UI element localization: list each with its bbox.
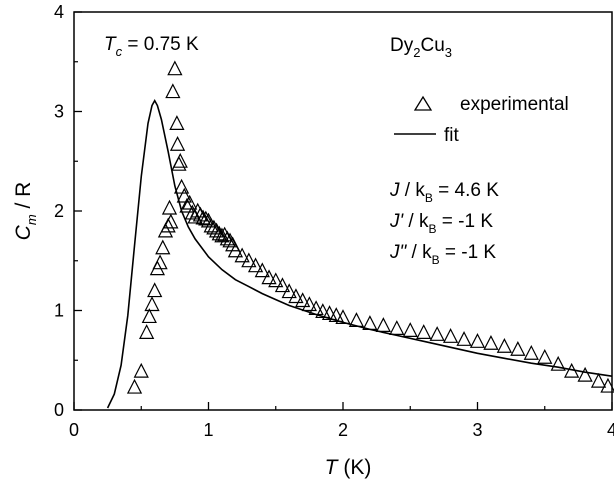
experimental-point — [335, 309, 351, 325]
experimental-point — [203, 217, 219, 233]
param-j: J / kB = 4.6 K — [389, 180, 499, 205]
experimental-point — [192, 206, 209, 222]
fit-series — [106, 98, 613, 409]
experimental-point — [295, 292, 311, 308]
experimental-series — [126, 60, 614, 394]
experimental-point — [208, 222, 225, 238]
legend-experimental-label: experimental — [460, 94, 569, 115]
experimental-point — [375, 317, 391, 332]
y-tick-label: 3 — [54, 102, 64, 122]
experimental-point — [510, 340, 526, 356]
y-tick-label: 1 — [54, 301, 64, 321]
experimental-point — [483, 335, 499, 350]
experimental-point — [315, 303, 331, 319]
legend: experimental fit — [394, 94, 569, 146]
fit-line — [106, 98, 613, 409]
experimental-point — [152, 254, 168, 270]
experimental-point — [288, 288, 304, 304]
x-axis-title: T (K) — [325, 456, 372, 479]
experimental-point — [469, 333, 486, 348]
experimental-point — [600, 377, 614, 393]
experimental-point — [577, 366, 593, 382]
experimental-point — [442, 328, 459, 343]
experimental-point — [308, 300, 324, 316]
x-tick-label: 4 — [607, 420, 614, 440]
param-jp: J' / kB = -1 K — [389, 211, 493, 236]
x-tick-label: 3 — [472, 420, 482, 440]
experimental-point — [219, 230, 235, 246]
experimental-point — [247, 257, 264, 273]
y-tick-label: 0 — [54, 400, 64, 420]
experimental-point — [402, 322, 418, 337]
plot-frame — [73, 11, 613, 411]
experimental-point — [328, 307, 344, 323]
experimental-point — [362, 315, 378, 330]
experimental-point — [227, 242, 244, 258]
x-axis-ticks: 0 1 2 3 4 — [69, 402, 614, 440]
experimental-point — [138, 324, 155, 339]
experimental-point — [234, 247, 250, 263]
experimental-point — [172, 152, 188, 168]
experimental-point — [416, 324, 432, 339]
experimental-point — [176, 187, 192, 203]
experimental-point — [523, 344, 539, 360]
experimental-point — [126, 378, 143, 394]
tc-annotation: Tc = 0.75 K — [104, 34, 199, 59]
experimental-point — [147, 282, 163, 298]
experimental-point — [133, 362, 149, 378]
param-jpp: J" / kB = -1 K — [389, 242, 496, 267]
experimental-point — [261, 269, 277, 285]
x-tick-label: 1 — [203, 420, 213, 440]
experimental-point — [198, 210, 214, 226]
experimental-point — [389, 320, 405, 335]
compound-label: Dy2Cu3 — [390, 35, 452, 60]
experimental-point — [182, 194, 198, 210]
y-axis-title: Cm / R — [12, 182, 39, 241]
y-tick-label: 4 — [54, 2, 64, 22]
y-axis-ticks: 0 1 2 3 4 — [54, 2, 82, 420]
experimental-point — [496, 338, 513, 353]
experimental-point — [429, 326, 445, 341]
experimental-point — [268, 272, 284, 288]
experimental-point — [274, 277, 291, 293]
experimental-point — [321, 305, 338, 321]
experimental-point — [281, 283, 297, 299]
experimental-point — [171, 155, 187, 171]
experimental-point — [179, 197, 195, 213]
legend-experimental-marker — [413, 95, 433, 111]
experimental-point — [163, 213, 179, 229]
x-tick-label: 2 — [338, 420, 348, 440]
experimental-point — [456, 331, 472, 346]
experimental-point — [169, 115, 185, 130]
legend-fit-label: fit — [444, 125, 460, 146]
experimental-point — [348, 312, 365, 327]
experimental-point — [161, 199, 178, 215]
experimental-point — [564, 362, 580, 378]
y-tick-label: 2 — [54, 201, 64, 221]
experimental-point — [537, 348, 553, 364]
experimental-point — [211, 225, 227, 241]
experimental-point — [241, 252, 257, 268]
experimental-point — [165, 83, 181, 99]
experimental-point — [550, 355, 566, 371]
experimental-point — [590, 372, 607, 388]
experimental-point — [167, 60, 183, 76]
experimental-point — [155, 239, 171, 255]
experimental-point — [144, 296, 160, 312]
x-tick-label: 0 — [69, 420, 79, 440]
experimental-point — [169, 136, 186, 151]
experimental-point — [141, 308, 157, 324]
experimental-point — [206, 219, 222, 235]
experimental-point — [301, 296, 318, 312]
experimental-point — [254, 262, 270, 278]
